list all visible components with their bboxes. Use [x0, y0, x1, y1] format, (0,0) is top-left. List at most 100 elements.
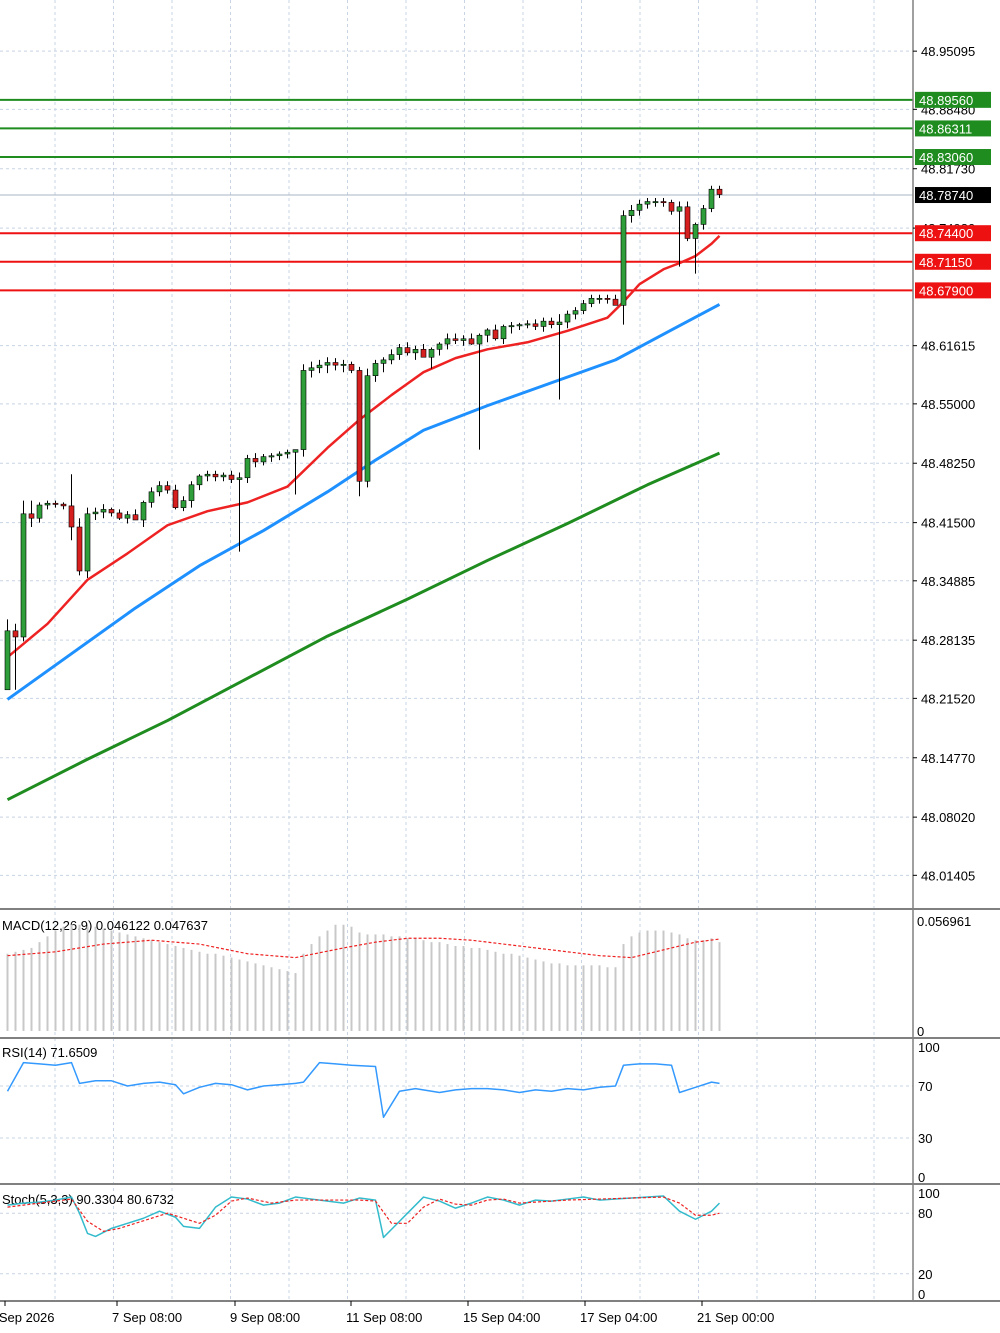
rsi-tick-label: 70: [918, 1079, 932, 1094]
candle-body: [540, 320, 547, 327]
candle-body: [316, 364, 323, 369]
candle: [356, 366, 363, 497]
candle-body: [12, 630, 19, 638]
price-tick-label: 48.55000: [921, 397, 975, 412]
price-tick-label: 48.61615: [921, 339, 975, 354]
candle-body: [100, 509, 107, 513]
candle-body: [52, 502, 59, 505]
candle-body: [4, 630, 11, 691]
candle-body: [132, 514, 139, 521]
candle-body: [148, 491, 155, 503]
rsi-panel: RSI(14) 71.6509: [0, 1045, 913, 1139]
candle-body: [156, 485, 163, 493]
candle: [12, 623, 19, 690]
candle: [68, 474, 75, 541]
candle: [668, 199, 675, 215]
resistance-level-tag: [915, 120, 991, 137]
time-tick-label: 9 Sep 08:00: [230, 1310, 300, 1325]
macd-title: MACD(12,26,9) 0.046122 0.047637: [2, 918, 208, 933]
candle: [492, 324, 499, 341]
candle-body: [356, 370, 363, 482]
candle-body: [564, 313, 571, 323]
candle-body: [44, 502, 51, 506]
candle-body: [412, 349, 419, 354]
candle-body: [20, 513, 27, 638]
candle: [220, 472, 227, 482]
candle: [692, 222, 699, 274]
candle-body: [516, 324, 523, 327]
stoch-tick-label: 80: [918, 1206, 932, 1221]
candle: [52, 500, 59, 508]
candle-body: [372, 363, 379, 377]
moving-average-mid: [6, 303, 721, 701]
time-tick-label: 3 Sep 2026: [0, 1310, 55, 1325]
candle-body: [196, 475, 203, 486]
candle: [708, 185, 715, 213]
candle-body: [292, 449, 299, 453]
candle-body: [212, 473, 219, 478]
candle-body: [268, 455, 275, 458]
candle: [612, 294, 619, 306]
candle: [548, 317, 555, 329]
resistance-level-label: 48.89560: [919, 93, 973, 108]
candle-body: [644, 201, 651, 205]
price-tick-label: 48.01405: [921, 868, 975, 883]
candle: [532, 319, 539, 330]
price-tick-label: 48.41500: [921, 516, 975, 531]
candle: [108, 507, 115, 517]
candle: [292, 449, 299, 495]
moving-average-slow: [6, 451, 721, 802]
stoch-title: Stoch(5,3,3) 90.3304 80.6732: [2, 1192, 174, 1207]
rsi-tick-label: 30: [918, 1131, 932, 1146]
candle-body: [308, 367, 315, 371]
price-tick-label: 48.48250: [921, 456, 975, 471]
candle-body: [572, 310, 579, 315]
candle-body: [332, 362, 339, 366]
candle-body: [428, 349, 435, 358]
candle: [268, 453, 275, 462]
candle: [684, 201, 691, 242]
candle: [484, 328, 491, 343]
rsi-tick-label: 100: [918, 1040, 940, 1055]
candle: [28, 500, 35, 528]
candle: [412, 345, 419, 360]
candle-body: [460, 338, 467, 341]
rsi-title: RSI(14) 71.6509: [2, 1045, 97, 1060]
price-tick-label: 48.34885: [921, 574, 975, 589]
candle-body: [596, 297, 603, 300]
candle: [436, 342, 443, 356]
candle: [540, 317, 547, 332]
price-tick-label: 48.28135: [921, 633, 975, 648]
candle: [204, 470, 211, 482]
candle-body: [348, 363, 355, 371]
candle-body: [604, 297, 611, 300]
candle: [164, 481, 171, 494]
candle-body: [508, 325, 515, 328]
candle: [404, 342, 411, 356]
candle: [388, 349, 395, 365]
candle: [244, 454, 251, 484]
candle: [676, 201, 683, 267]
resistance-level-tag: [915, 149, 991, 166]
candle-body: [532, 323, 539, 327]
candle-body: [420, 349, 427, 358]
candle-body: [60, 503, 67, 507]
rsi-tick-label: 0: [918, 1170, 925, 1185]
candle: [4, 619, 11, 691]
price-tick-label: 48.21520: [921, 691, 975, 706]
candle: [252, 453, 259, 468]
candle: [332, 358, 339, 371]
candle-body: [204, 473, 211, 477]
candle-body: [620, 215, 627, 306]
candle-body: [164, 485, 171, 491]
candle-body: [708, 188, 715, 209]
candle-body: [284, 451, 291, 455]
time-tick-label: 15 Sep 04:00: [463, 1310, 540, 1325]
time-tick-label: 11 Sep 08:00: [346, 1310, 422, 1325]
candle-body: [636, 203, 643, 211]
candle: [620, 210, 627, 325]
resistance-level-tag: [915, 91, 991, 108]
candle: [276, 451, 283, 461]
candle-body: [68, 505, 75, 528]
support-level-label: 48.74400: [919, 226, 973, 241]
